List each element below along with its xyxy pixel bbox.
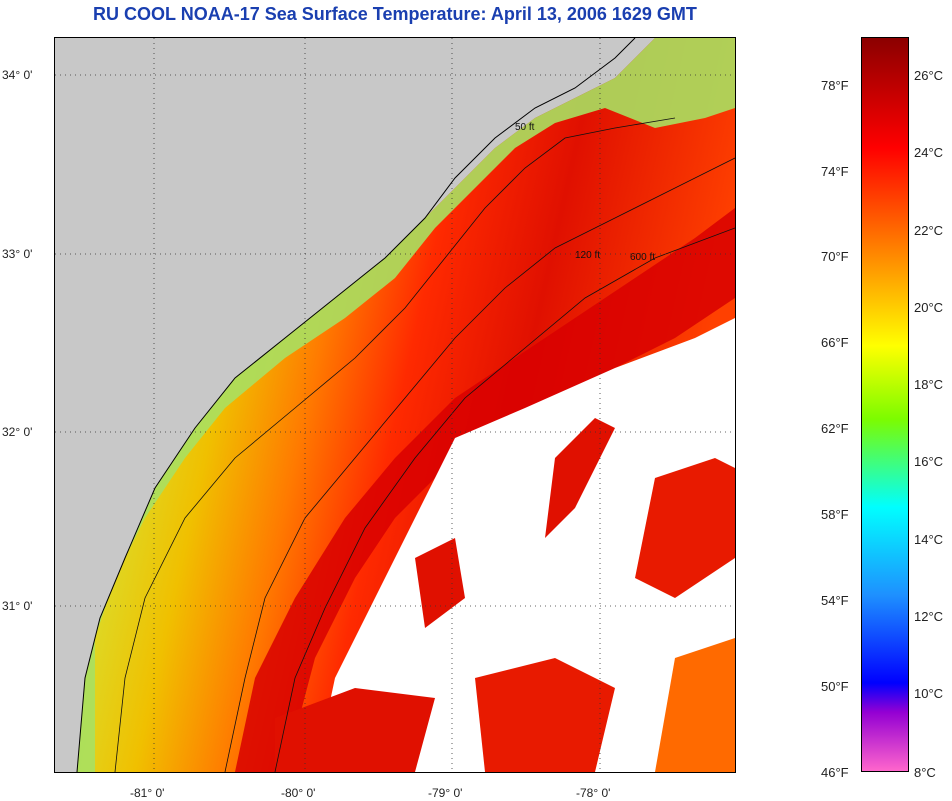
contour-120ft	[224, 157, 735, 772]
cbar-f-50: 50°F	[821, 679, 849, 694]
cbar-f-70: 70°F	[821, 249, 849, 264]
cbar-f-46: 46°F	[821, 765, 849, 780]
warm-patch-2	[635, 458, 735, 598]
cbar-f-74: 74°F	[821, 164, 849, 179]
lon-label-81: -81° 0'	[130, 786, 165, 800]
lat-label-32: 32° 0'	[2, 425, 33, 439]
cbar-f-78: 78°F	[821, 78, 849, 93]
lon-label-80: -80° 0'	[281, 786, 316, 800]
cbar-c-18: 18°C	[914, 377, 944, 392]
warm-patch-4	[475, 658, 615, 772]
contour-label-50ft: 50 ft	[515, 122, 535, 133]
lat-label-31: 31° 0'	[2, 599, 33, 613]
cbar-c-10: 10°C	[914, 686, 944, 701]
cbar-c-26: 26°C	[914, 68, 944, 83]
lon-label-79: -79° 0'	[428, 786, 463, 800]
cbar-c-14: 14°C	[914, 532, 944, 547]
coastline	[76, 38, 636, 772]
sst-map: 50 ft 120 ft 600 ft	[54, 37, 736, 773]
lat-label-34: 34° 0'	[2, 68, 33, 82]
map-title: RU COOL NOAA-17 Sea Surface Temperature:…	[93, 4, 697, 24]
cbar-f-62: 62°F	[821, 421, 849, 436]
lat-label-33: 33° 0'	[2, 247, 33, 261]
land-mass	[55, 38, 635, 772]
cbar-c-22: 22°C	[914, 223, 944, 238]
cbar-f-66: 66°F	[821, 335, 849, 350]
lon-label-78: -78° 0'	[576, 786, 611, 800]
cbar-c-12: 12°C	[914, 609, 944, 624]
warm-patch-3	[275, 688, 435, 772]
graticule	[55, 38, 735, 772]
temperature-colorbar	[861, 37, 909, 772]
warm-patch-1	[545, 418, 615, 538]
contour-600ft	[274, 227, 735, 772]
cbar-f-58: 58°F	[821, 507, 849, 522]
warm-patch-6	[415, 538, 465, 628]
cbar-c-20: 20°C	[914, 300, 944, 315]
contour-label-600ft: 600 ft	[630, 252, 655, 263]
warm-patch-5	[655, 638, 735, 772]
sst-map-svg: 50 ft 120 ft 600 ft	[55, 38, 735, 772]
cbar-f-54: 54°F	[821, 593, 849, 608]
cbar-c-24: 24°C	[914, 145, 944, 160]
colorbar-gradient	[862, 38, 908, 771]
cloud-mask-region	[315, 318, 735, 772]
cbar-c-8: 8°C	[914, 765, 936, 780]
gulf-stream-band	[235, 208, 735, 772]
contour-label-120ft: 120 ft	[575, 250, 600, 261]
contour-50ft	[114, 117, 676, 772]
cbar-c-16: 16°C	[914, 454, 944, 469]
